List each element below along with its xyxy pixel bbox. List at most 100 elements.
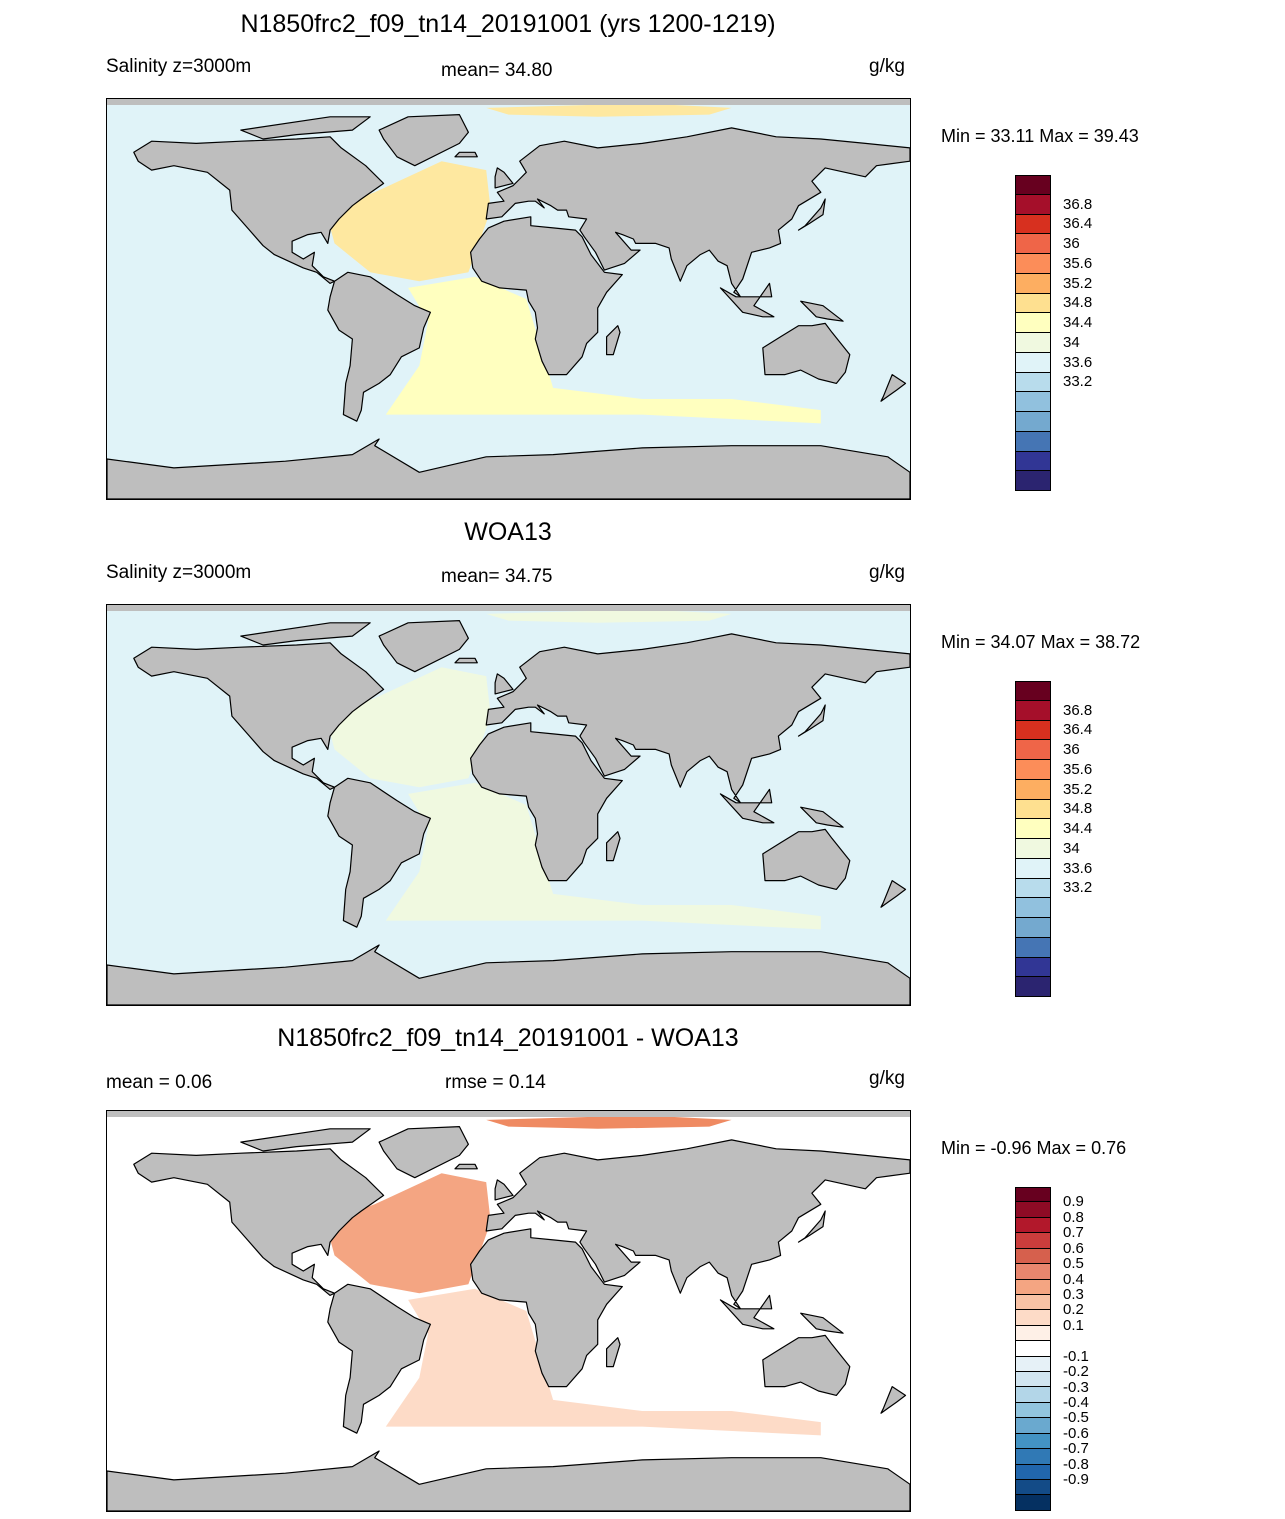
polar-mask: [107, 605, 910, 611]
land-arctic_is: [240, 1128, 371, 1152]
colorbar-swatch: [1015, 451, 1051, 472]
colorbar-swatch: [1015, 878, 1051, 899]
colorbar-tick-label: 36.4: [1063, 215, 1093, 233]
land-iceland: [454, 657, 478, 664]
colorbar-tick-label: 0.5: [1063, 1255, 1084, 1273]
colorbar-swatch: [1015, 1233, 1051, 1249]
land-japan: [797, 1210, 826, 1243]
panel3-colorbar: [1015, 1187, 1051, 1511]
colorbar-swatch: [1015, 1402, 1051, 1419]
panel1-units-label: g/kg: [869, 56, 905, 77]
panel3-units-label: g/kg: [869, 1068, 905, 1089]
panel2-title: WOA13: [464, 518, 552, 546]
colorbar-tick-label: 35.2: [1063, 274, 1093, 292]
colorbar-swatch: [1015, 431, 1051, 452]
land-na: [133, 642, 385, 790]
colorbar-swatch: [1015, 333, 1051, 353]
colorbar-tick-label: 36: [1063, 235, 1080, 253]
colorbar-swatch: [1015, 1248, 1051, 1265]
colorbar-swatch: [1015, 1279, 1051, 1295]
land-png: [800, 300, 844, 322]
colorbar-tick-label: 34.8: [1063, 800, 1093, 818]
land-nz: [880, 880, 907, 908]
colorbar-swatch: [1015, 839, 1051, 859]
panel2-variable-label: Salinity z=3000m: [106, 562, 252, 583]
land-indon: [719, 282, 775, 318]
colorbar-swatch: [1015, 819, 1051, 839]
panel1-variable-label: Salinity z=3000m: [106, 56, 252, 77]
colorbar-swatch: [1015, 957, 1051, 978]
colorbar-swatch: [1015, 898, 1051, 918]
colorbar-tick-label: 34.4: [1063, 314, 1093, 332]
colorbar-swatch: [1015, 1387, 1051, 1403]
colorbar-swatch: [1015, 918, 1051, 938]
colorbar-swatch: [1015, 1495, 1051, 1511]
land-iceland: [454, 151, 478, 158]
colorbar-swatch: [1015, 799, 1051, 820]
colorbar-swatch: [1015, 1294, 1051, 1311]
colorbar-swatch: [1015, 273, 1051, 294]
colorbar-swatch: [1015, 175, 1051, 195]
colorbar-swatch: [1015, 214, 1051, 235]
colorbar-tick-label: 0.7: [1063, 1224, 1084, 1242]
colorbar-swatch: [1015, 1264, 1051, 1280]
land-africa: [470, 722, 623, 882]
colorbar-swatch: [1015, 412, 1051, 432]
colorbar-tick-label: 35.6: [1063, 760, 1093, 778]
land-nz: [880, 374, 907, 402]
colorbar-tick-label: -0.1: [1063, 1347, 1089, 1365]
colorbar-swatch: [1015, 1418, 1051, 1434]
colorbar-swatch: [1015, 779, 1051, 800]
panel1-colorbar: [1015, 175, 1051, 491]
land-greenland: [378, 620, 469, 673]
north-atlantic-field: [325, 161, 491, 282]
colorbar-tick-label: -0.8: [1063, 1455, 1089, 1473]
panel3-map: [106, 1110, 911, 1512]
colorbar-swatch: [1015, 937, 1051, 958]
land-antarctica: [107, 944, 910, 1005]
land-eurasia: [485, 127, 910, 298]
land-madagascar: [606, 325, 621, 356]
colorbar-swatch: [1015, 1356, 1051, 1373]
colorbar-tick-label: 0.3: [1063, 1286, 1084, 1303]
land-na: [133, 136, 385, 284]
land-aus: [762, 1334, 851, 1396]
land-madagascar: [606, 1337, 621, 1368]
colorbar-tick-label: 0.8: [1063, 1208, 1084, 1226]
colorbar-swatch: [1015, 1325, 1051, 1342]
land-sa: [327, 1283, 431, 1434]
colorbar-swatch: [1015, 760, 1051, 780]
colorbar-tick-label: -0.5: [1063, 1409, 1089, 1427]
colorbar-swatch: [1015, 1433, 1051, 1450]
land-madagascar: [606, 831, 621, 862]
colorbar-tick-label: 34: [1063, 839, 1080, 857]
land-antarctica: [107, 438, 910, 499]
land-africa: [470, 1228, 623, 1388]
colorbar-tick-label: -0.9: [1063, 1471, 1089, 1489]
colorbar-tick-label: 0.1: [1063, 1316, 1084, 1334]
colorbar-swatch: [1015, 1310, 1051, 1326]
land-indon: [719, 1294, 775, 1330]
panel2-units-label: g/kg: [869, 562, 905, 583]
colorbar-tick-label: -0.4: [1063, 1394, 1089, 1411]
land-japan: [797, 198, 826, 231]
colorbar-swatch: [1015, 1202, 1051, 1218]
land-indon: [719, 788, 775, 824]
land-arctic_is: [240, 116, 371, 140]
land-eurasia: [485, 1139, 910, 1310]
colorbar-swatch: [1015, 720, 1051, 741]
colorbar-tick-label: 0.2: [1063, 1301, 1084, 1319]
colorbar-tick-label: 36.8: [1063, 195, 1093, 213]
colorbar-tick-label: 36.8: [1063, 701, 1093, 719]
colorbar-tick-label: 34.8: [1063, 294, 1093, 312]
panel1-mean-label: mean= 34.80: [441, 60, 553, 81]
colorbar-tick-label: 33.6: [1063, 353, 1093, 371]
colorbar-swatch: [1015, 681, 1051, 701]
panel2-minmax: Min = 34.07 Max = 38.72: [941, 632, 1141, 652]
panel2-mean-label: mean= 34.75: [441, 566, 553, 587]
colorbar-swatch: [1015, 194, 1051, 215]
south-atlantic-field: [385, 1288, 821, 1436]
land-sa: [327, 271, 431, 422]
polar-mask: [107, 1111, 910, 1117]
arctic-field: [486, 609, 732, 623]
